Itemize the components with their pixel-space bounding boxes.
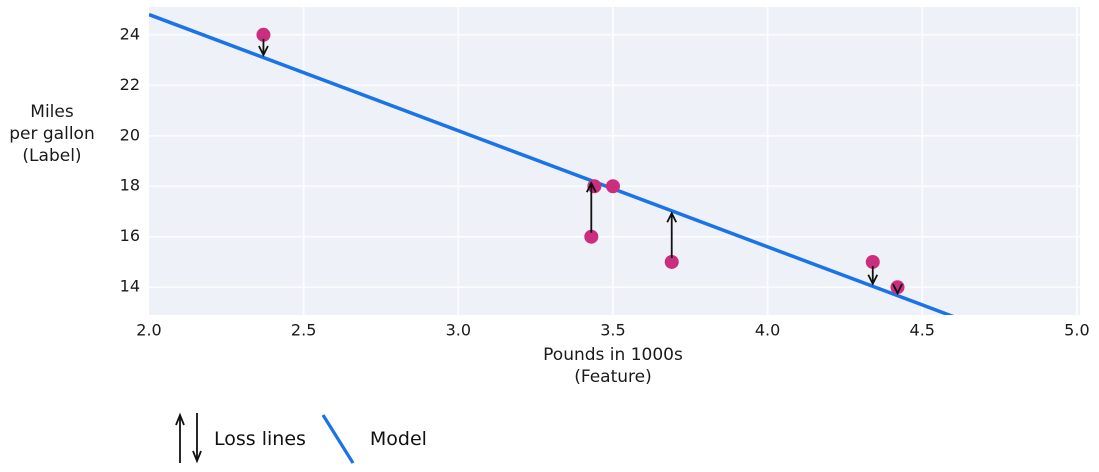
x-tick-label: 4.0 [755, 321, 780, 340]
data-point [865, 254, 880, 269]
loss-arrow-head [867, 274, 879, 286]
x-axis-label-line-1: Pounds in 1000s [543, 345, 683, 365]
loss-lines-arrows-icon [175, 412, 202, 464]
data-point [664, 254, 679, 269]
y-tick-label: 16 [120, 226, 140, 245]
y-tick-label: 14 [120, 277, 140, 296]
loss-arrow-head [666, 211, 678, 223]
y-tick-label: 24 [120, 24, 140, 43]
y-tick-label: 22 [120, 75, 140, 94]
x-tick-label: 4.5 [910, 321, 935, 340]
x-tick-label: 3.5 [600, 321, 625, 340]
x-tick-label: 5.0 [1064, 321, 1089, 340]
y-tick-label: 20 [120, 125, 140, 144]
loss-arrow-head [258, 45, 269, 58]
loss-arrow-head [585, 181, 597, 193]
x-axis-label-line-2: (Feature) [574, 367, 652, 387]
y-axis-label-line-3: (Label) [22, 146, 81, 166]
data-point [584, 229, 599, 244]
y-tick-label: 18 [120, 176, 140, 195]
x-tick-label: 3.0 [446, 321, 471, 340]
legend-label-model: Model [369, 428, 427, 450]
chart-legend: Loss lines Model [168, 410, 427, 468]
model-line-icon [321, 414, 355, 464]
y-axis-label-line-1: Miles [30, 102, 74, 122]
data-point [890, 280, 905, 295]
loss-arrow-head [892, 283, 903, 296]
plot-background [149, 7, 1080, 315]
x-tick-label: 2.0 [136, 321, 161, 340]
x-tick-label: 2.5 [291, 321, 316, 340]
data-point [605, 179, 620, 194]
data-point [256, 27, 271, 42]
y-axis-label-line-2: per gallon [9, 124, 94, 144]
legend-label-loss-lines: Loss lines [214, 428, 306, 450]
